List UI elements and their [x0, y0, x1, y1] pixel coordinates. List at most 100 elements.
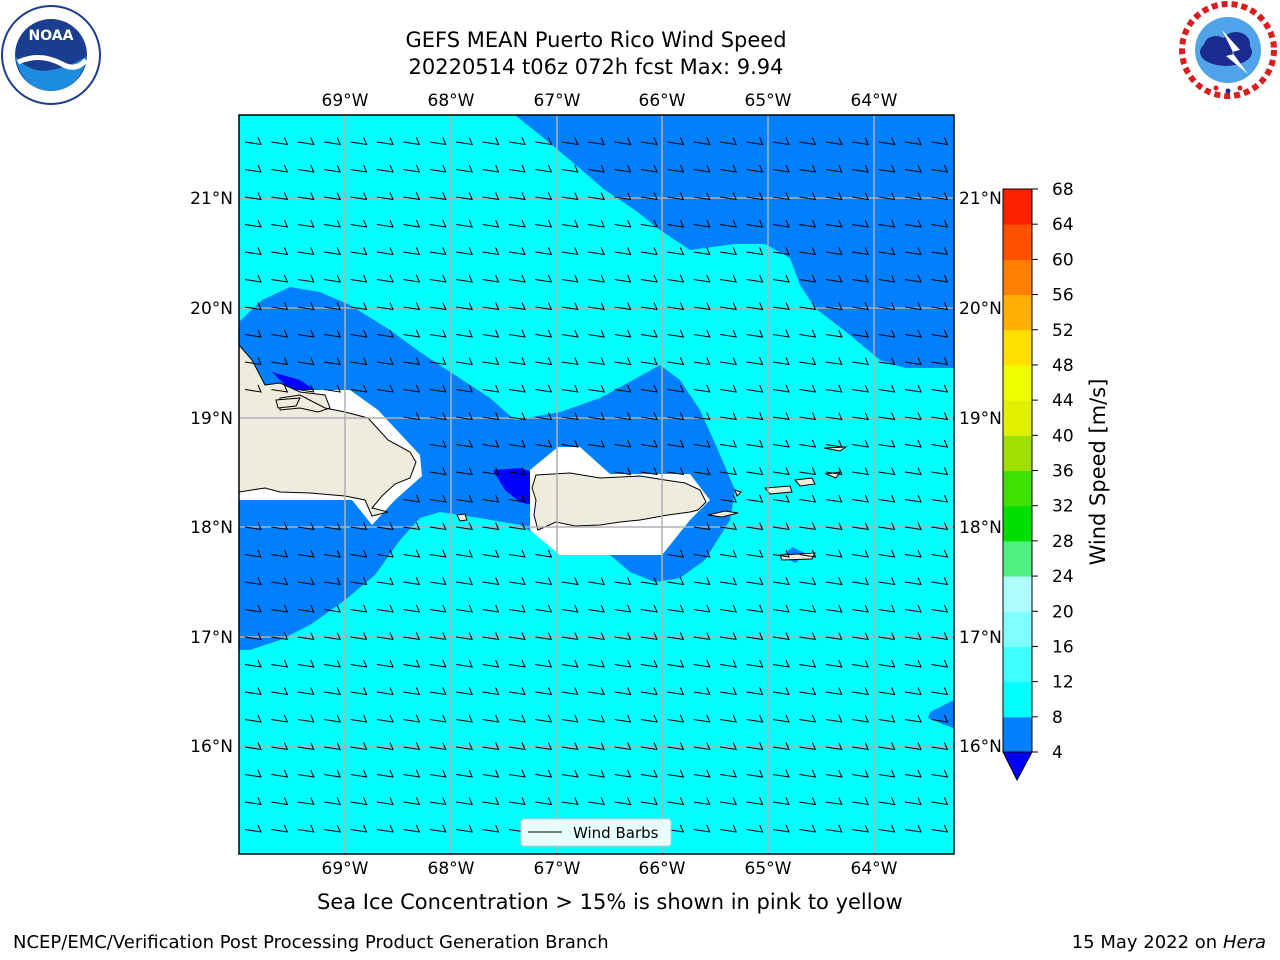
wind-barb — [746, 549, 764, 558]
wind-barb — [561, 439, 579, 448]
wind-barb — [482, 467, 500, 476]
lat-label: 20°N — [190, 299, 233, 319]
wind-barb — [852, 247, 870, 256]
wind-barb — [456, 632, 474, 641]
wind-barb — [852, 632, 870, 641]
wind-barb — [799, 632, 817, 641]
wind-barb — [403, 714, 421, 723]
wind-barb — [561, 577, 579, 586]
wind-barb — [878, 219, 896, 228]
wind-barb — [508, 384, 526, 393]
wind-barbs-legend: Wind Barbs — [520, 818, 672, 847]
wind-barb — [324, 714, 342, 723]
wind-barb — [772, 412, 790, 421]
wind-barb — [772, 384, 790, 393]
wind-barb — [376, 824, 394, 833]
colorbar-segment — [1003, 470, 1032, 507]
colorbar-segment — [1003, 435, 1032, 471]
wind-barb — [244, 549, 262, 558]
wind-barb — [429, 769, 447, 778]
wind-barb — [693, 632, 711, 641]
wind-barb — [772, 742, 790, 751]
land-tortuga — [275, 397, 301, 409]
wind-barb — [693, 192, 711, 201]
wind-barb — [244, 742, 262, 751]
wind-barb — [508, 659, 526, 668]
footer-machine: Hera — [1222, 932, 1266, 953]
wind-barb — [271, 329, 289, 338]
wind-barb — [324, 659, 342, 668]
wind-barb — [297, 742, 315, 751]
wind-barb — [271, 302, 289, 311]
wind-barb — [746, 577, 764, 586]
wind-barb — [482, 329, 500, 338]
wind-barb — [324, 687, 342, 696]
lon-label: 67°W — [534, 859, 581, 879]
wind-barb — [482, 687, 500, 696]
wind-barb — [878, 274, 896, 283]
wind-barb — [244, 659, 262, 668]
wind-barb — [403, 412, 421, 421]
wind-barb — [852, 824, 870, 833]
wind-barb — [456, 247, 474, 256]
wind-barb — [799, 219, 817, 228]
wind-barb — [931, 549, 949, 558]
wind-barb — [667, 549, 685, 558]
wind-barb — [825, 219, 843, 228]
wind-barb — [297, 357, 315, 366]
wind-barb — [561, 412, 579, 421]
wind-barb — [904, 577, 922, 586]
wind-barb — [904, 412, 922, 421]
wind-barb — [720, 192, 738, 201]
wind-barb — [931, 522, 949, 531]
wind-barb — [825, 164, 843, 173]
wind-barb — [825, 412, 843, 421]
wind-barb — [297, 769, 315, 778]
wind-barb — [350, 384, 368, 393]
wind-barb — [720, 164, 738, 173]
wind-barb — [271, 384, 289, 393]
wind-barb — [350, 357, 368, 366]
wind-barb — [350, 274, 368, 283]
wind-barb — [931, 247, 949, 256]
wind-barb — [825, 274, 843, 283]
wind-barb — [931, 769, 949, 778]
wind-barb — [429, 742, 447, 751]
wind-barb — [693, 577, 711, 586]
wind-barb — [350, 522, 368, 531]
wind-barb — [772, 439, 790, 448]
wind-barb — [588, 714, 606, 723]
lon-label: 66°W — [639, 859, 686, 879]
wind-barb — [904, 494, 922, 503]
wind-barb — [878, 384, 896, 393]
lon-labels-bottom: 69°W 68°W 67°W 66°W 65°W 64°W — [322, 859, 898, 879]
wind-barb — [667, 247, 685, 256]
wind-barb — [931, 577, 949, 586]
wind-barb — [350, 219, 368, 228]
wind-barb — [667, 164, 685, 173]
wind-barb — [429, 659, 447, 668]
wind-barb — [931, 329, 949, 338]
colorbar-segment — [1003, 646, 1032, 683]
wind-barb — [535, 742, 553, 751]
wind-barb — [271, 659, 289, 668]
wind-barb — [693, 329, 711, 338]
wind-barb — [931, 137, 949, 146]
wind-barb — [878, 604, 896, 613]
wind-barb — [403, 384, 421, 393]
wind-barb — [376, 577, 394, 586]
wind-barb — [271, 192, 289, 201]
wind-barb — [720, 357, 738, 366]
wind-barb — [746, 302, 764, 311]
wind-barb — [456, 357, 474, 366]
wind-barb — [588, 797, 606, 806]
wind-barb — [640, 797, 658, 806]
wind-barb — [693, 219, 711, 228]
noaa-logo: NOAA — [0, 4, 102, 106]
wind-barb — [852, 577, 870, 586]
wind-barb — [482, 247, 500, 256]
wind-barb — [640, 742, 658, 751]
wind-barb — [640, 164, 658, 173]
lon-label: 65°W — [745, 859, 792, 879]
wind-barb — [482, 522, 500, 531]
